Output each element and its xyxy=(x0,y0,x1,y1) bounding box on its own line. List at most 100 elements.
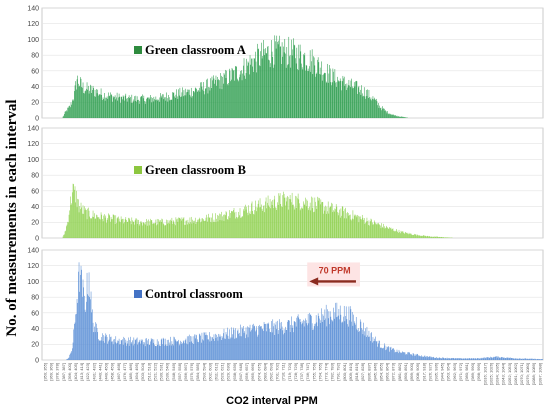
bar xyxy=(229,339,231,360)
bar xyxy=(289,320,290,360)
bar xyxy=(325,73,326,118)
bar xyxy=(408,352,410,360)
bar xyxy=(100,88,102,118)
bar xyxy=(373,97,375,118)
bar xyxy=(192,220,194,238)
bar xyxy=(131,94,133,118)
bar xyxy=(229,68,230,118)
bar xyxy=(160,95,162,118)
bar xyxy=(334,312,336,360)
bar xyxy=(428,356,429,360)
bar xyxy=(488,357,490,360)
bar xyxy=(410,233,412,238)
bar xyxy=(278,330,280,360)
bar xyxy=(368,89,370,118)
bar xyxy=(189,94,191,118)
bar xyxy=(401,352,402,360)
bar xyxy=(168,342,170,360)
bar xyxy=(243,211,245,238)
bar xyxy=(299,58,300,118)
y-tick-label: 120 xyxy=(27,141,39,148)
bar xyxy=(328,311,330,360)
bar xyxy=(402,116,403,118)
x-tick-label: [944; 945] xyxy=(440,363,445,381)
y-tick-label: 40 xyxy=(31,84,39,91)
bar xyxy=(451,358,453,360)
bar xyxy=(313,57,315,118)
bar xyxy=(309,202,311,238)
bar xyxy=(388,114,390,118)
y-tick-label: 0 xyxy=(35,357,39,364)
bar xyxy=(158,101,160,118)
bar xyxy=(132,102,133,118)
bar xyxy=(144,103,146,118)
bar xyxy=(261,58,263,118)
x-tick-label: [1034; 1035] xyxy=(495,363,500,385)
bar xyxy=(393,230,394,238)
x-tick-label: [593; 594] xyxy=(201,363,206,381)
bar xyxy=(168,94,169,118)
bar xyxy=(436,357,438,360)
bar xyxy=(126,340,128,360)
bar xyxy=(287,320,289,360)
bar xyxy=(386,113,388,118)
bar xyxy=(386,346,388,360)
bar xyxy=(320,199,322,238)
bar xyxy=(300,208,302,238)
bar xyxy=(163,338,165,360)
bar xyxy=(130,343,132,360)
y-tick-label: 0 xyxy=(35,115,39,122)
bar xyxy=(170,220,172,238)
bar xyxy=(131,341,133,360)
bar xyxy=(331,319,332,360)
bar xyxy=(88,85,89,118)
bar xyxy=(472,358,473,360)
bar xyxy=(392,114,393,118)
bar xyxy=(311,196,312,238)
bar xyxy=(264,55,266,118)
bar xyxy=(266,53,268,118)
bar xyxy=(217,336,218,360)
bar xyxy=(170,345,172,360)
bar xyxy=(437,358,439,360)
bar xyxy=(185,95,187,118)
bar xyxy=(301,324,302,360)
bar xyxy=(390,113,391,118)
x-tick-label: [701; 702] xyxy=(275,363,280,381)
bar xyxy=(148,338,149,360)
x-tick-label: [629; 630] xyxy=(226,363,231,381)
bar xyxy=(146,225,148,238)
bar xyxy=(387,111,388,118)
bar xyxy=(321,61,322,118)
bar xyxy=(458,358,459,360)
bar xyxy=(98,339,99,360)
bar xyxy=(205,217,207,238)
bar xyxy=(127,98,129,118)
bar xyxy=(330,316,332,360)
bar xyxy=(96,89,97,118)
bar xyxy=(343,218,345,238)
bar xyxy=(190,96,191,118)
x-tick-label: [971; 972] xyxy=(458,363,463,381)
bar xyxy=(504,358,506,360)
bar xyxy=(314,197,316,238)
x-tick-label: [881; 882] xyxy=(397,363,402,381)
bar xyxy=(140,221,142,238)
bar xyxy=(458,358,460,360)
bar xyxy=(72,348,73,360)
bar xyxy=(192,342,193,360)
bar xyxy=(113,97,115,118)
bar xyxy=(229,217,231,238)
bar xyxy=(519,358,521,360)
bar xyxy=(356,329,358,360)
bar xyxy=(152,101,154,118)
bar xyxy=(184,340,186,360)
bar xyxy=(371,98,373,118)
bar xyxy=(76,298,78,360)
bar xyxy=(142,222,144,238)
bar xyxy=(412,235,414,238)
bar xyxy=(185,338,187,360)
bar xyxy=(422,356,424,360)
bar xyxy=(441,236,443,238)
